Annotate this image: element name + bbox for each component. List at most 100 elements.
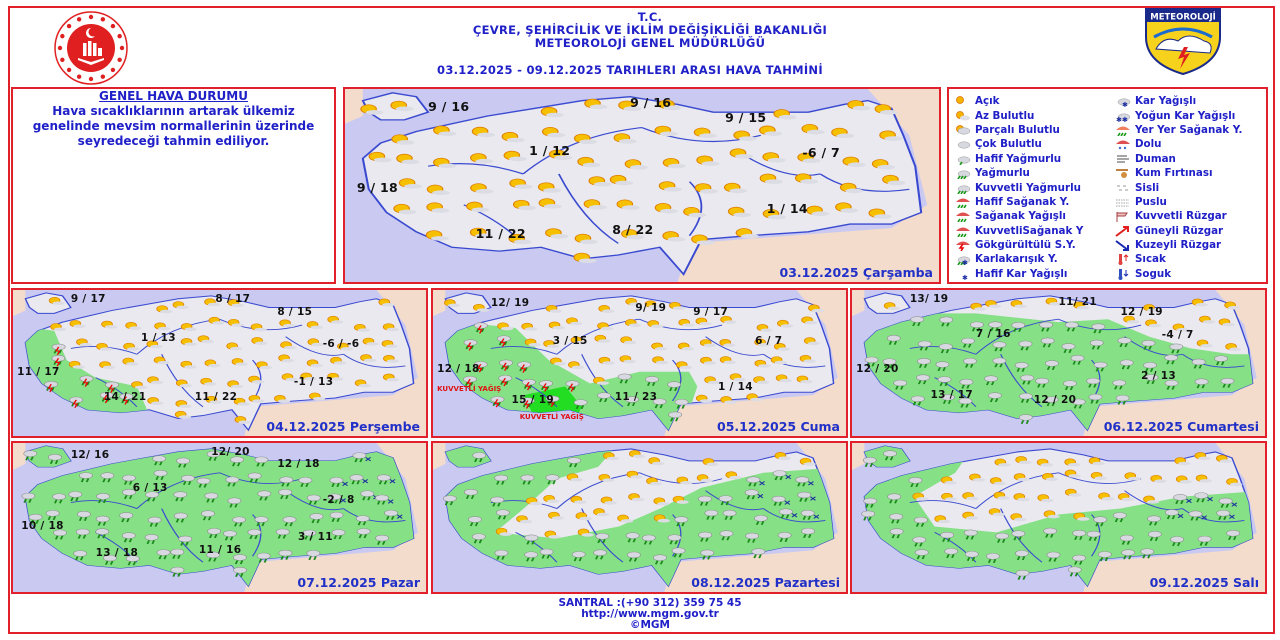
partly-cloudy-icon bbox=[1145, 319, 1162, 328]
rain-icon bbox=[961, 337, 975, 348]
partly-cloudy-icon bbox=[1098, 492, 1115, 501]
partly-cloudy-icon bbox=[653, 514, 670, 523]
rain-icon bbox=[912, 536, 927, 547]
rain-icon bbox=[77, 511, 91, 521]
partly-cloudy-icon bbox=[281, 373, 298, 382]
partly-cloudy-icon bbox=[831, 127, 855, 139]
partly-cloudy-icon bbox=[396, 153, 420, 165]
partly-cloudy-icon bbox=[1064, 488, 1082, 497]
partly-cloudy-icon bbox=[516, 515, 533, 524]
map-day-6[interactable]: 08.12.2025 Pazartesi bbox=[431, 441, 848, 594]
rain-icon bbox=[958, 397, 973, 408]
neighbor-countries bbox=[244, 290, 426, 436]
rain-icon bbox=[1014, 362, 1029, 372]
partly-cloudy-icon bbox=[773, 109, 797, 120]
rain-icon bbox=[674, 398, 689, 409]
partly-cloudy-icon bbox=[543, 340, 560, 349]
temp-label: 1 / 14 bbox=[766, 200, 808, 216]
rain-icon bbox=[1070, 355, 1085, 365]
rain-icon bbox=[1044, 360, 1059, 371]
temp-label: 9 / 16 bbox=[428, 98, 470, 114]
rain-icon bbox=[1117, 337, 1132, 348]
cold-thermometer-icon bbox=[1114, 268, 1131, 280]
partly-cloudy-icon bbox=[799, 355, 816, 363]
turkey-map bbox=[433, 290, 846, 436]
partly-cloudy-icon bbox=[662, 231, 686, 242]
rain-icon bbox=[279, 476, 294, 487]
partly-cloudy-icon bbox=[797, 152, 821, 164]
heavy-shower-icon bbox=[954, 225, 971, 238]
snow-icon: ✱ bbox=[1114, 95, 1131, 109]
footer-url[interactable]: http://www.mgm.gov.tr bbox=[581, 608, 719, 620]
thunderstorm-icon bbox=[474, 322, 488, 334]
legend-item: Puslu bbox=[1114, 195, 1242, 209]
rain-icon bbox=[1220, 378, 1235, 388]
partly-cloudy-icon bbox=[1013, 493, 1030, 502]
rain-icon bbox=[722, 509, 737, 520]
rain-icon bbox=[1188, 510, 1208, 521]
partly-cloudy-icon bbox=[598, 356, 615, 365]
partly-cloudy-icon bbox=[994, 458, 1011, 467]
rain-icon bbox=[21, 492, 36, 503]
rain-icon bbox=[995, 532, 1009, 543]
rain-icon bbox=[524, 551, 539, 562]
rain-icon bbox=[1067, 566, 1082, 577]
partly-cloudy-icon bbox=[624, 159, 648, 170]
partly-cloudy-icon bbox=[153, 356, 170, 365]
partly-cloudy-icon bbox=[204, 359, 221, 368]
partly-cloudy-icon bbox=[644, 300, 661, 309]
legend-label: Soguk bbox=[1135, 267, 1172, 280]
rain-icon bbox=[1097, 551, 1112, 562]
partly-cloudy-icon bbox=[466, 201, 490, 213]
partly-cloudy-icon bbox=[970, 302, 987, 311]
legend-label: Sağanak Yağışlı bbox=[975, 210, 1066, 223]
partly-cloudy-icon bbox=[727, 206, 752, 218]
rain-icon bbox=[121, 532, 136, 543]
partly-cloudy-icon bbox=[1218, 318, 1235, 327]
rain-icon bbox=[771, 495, 791, 506]
rain-icon bbox=[652, 398, 667, 409]
rain-icon bbox=[152, 455, 167, 466]
rain-icon bbox=[745, 532, 760, 543]
rain-icon bbox=[178, 535, 193, 546]
rain-icon bbox=[1043, 527, 1058, 538]
rain-icon bbox=[864, 356, 879, 367]
day-label: 06.12.2025 Cumartesi bbox=[1103, 419, 1259, 434]
map-day-1[interactable]: 9 / 16 9 / 16 9 / 15 1 / 12 -6 / 7 9 / 1… bbox=[343, 87, 941, 284]
partly-cloudy-icon bbox=[847, 100, 871, 111]
rain-icon bbox=[939, 316, 954, 327]
rain-icon bbox=[53, 529, 67, 540]
temp-label: 9 / 16 bbox=[630, 94, 672, 110]
map-day-5[interactable]: 12/ 16 12/ 20 12 / 18 6 / 13 -2 / 8 10 /… bbox=[11, 441, 428, 594]
partly-cloudy-icon bbox=[1064, 458, 1081, 467]
map-day-3[interactable]: 12/ 19 9/ 19 9 / 17 3 / 15 6 / 7 12 / 18… bbox=[431, 288, 848, 438]
sun-icon bbox=[954, 95, 971, 107]
partly-cloudy-icon bbox=[868, 208, 892, 219]
rain-icon bbox=[206, 450, 221, 461]
partly-cloudy-icon bbox=[544, 530, 561, 539]
partly-cloudy-icon bbox=[1117, 493, 1135, 502]
partly-cloudy-icon bbox=[620, 336, 637, 345]
rain-icon bbox=[987, 392, 1002, 403]
neighbor-countries bbox=[1083, 290, 1265, 436]
legend-label: Hafif Yağmurlu bbox=[975, 152, 1062, 165]
partly-cloudy-icon bbox=[227, 380, 244, 389]
partly-cloudy-icon bbox=[1226, 478, 1243, 487]
rain-icon bbox=[1147, 531, 1162, 542]
rain-icon bbox=[125, 555, 140, 566]
rain-icon bbox=[1191, 358, 1206, 369]
rain-icon bbox=[355, 515, 370, 526]
partly-cloudy-icon bbox=[882, 174, 906, 186]
map-day-7[interactable]: 09.12.2025 Salı bbox=[850, 441, 1267, 594]
partly-cloudy-icon bbox=[131, 381, 148, 390]
rain-icon bbox=[233, 566, 248, 577]
partly-cloudy-icon bbox=[609, 174, 633, 186]
legend-item: ✱ Kar Yağışlı bbox=[1114, 94, 1242, 109]
partly-cloudy-icon bbox=[537, 182, 562, 193]
partly-cloudy-icon bbox=[354, 323, 371, 332]
rain-icon bbox=[490, 496, 505, 507]
partly-cloudy-icon bbox=[1123, 315, 1140, 324]
partly-cloudy-icon bbox=[1215, 454, 1233, 463]
map-day-2[interactable]: 9 / 17 8 / 17 8 / 15 1 / 13 -6 / -6 11 /… bbox=[11, 288, 428, 438]
map-day-4[interactable]: 13/ 19 11/ 21 12 / 19 7 / 16 -4 / 7 12 /… bbox=[850, 288, 1267, 438]
